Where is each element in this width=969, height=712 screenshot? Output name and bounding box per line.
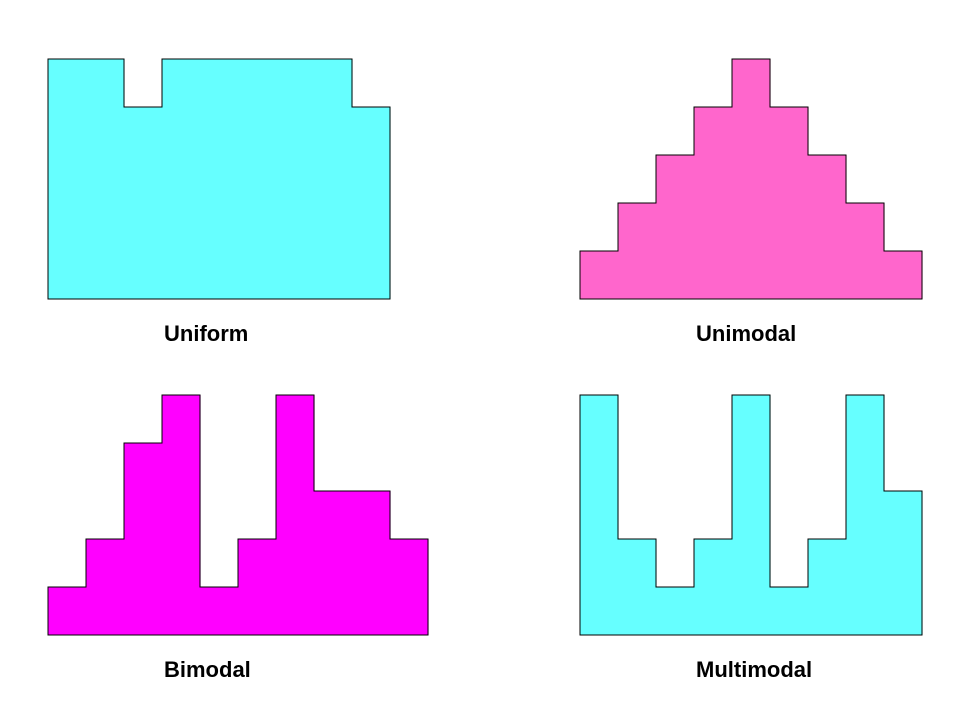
histogram-bar (656, 587, 695, 635)
panel-title-bimodal: Bimodal (164, 657, 251, 682)
histogram-bar (162, 59, 201, 299)
histogram-shape-bimodal (47, 394, 429, 636)
histogram-bar (770, 107, 809, 299)
panel-multimodal: Multimodal (579, 394, 923, 682)
panel-uniform: Uniform (47, 58, 391, 346)
histogram-bar (846, 203, 885, 299)
histogram-bar (618, 539, 657, 635)
histogram-bar (884, 491, 923, 635)
histogram-bar (238, 539, 277, 635)
panel-title-unimodal: Unimodal (696, 321, 796, 346)
histogram-bar (276, 395, 315, 635)
histogram-bar (694, 107, 733, 299)
panel-title-uniform: Uniform (164, 321, 248, 346)
histogram-bar (314, 59, 353, 299)
histogram-bar (808, 155, 847, 299)
histogram-bar (694, 539, 733, 635)
histogram-bar (884, 251, 923, 299)
histogram-bar (352, 491, 391, 635)
histogram-bar (86, 59, 125, 299)
histogram-bar (238, 59, 277, 299)
histogram-shape-multimodal (579, 394, 923, 636)
histogram-bar (808, 539, 847, 635)
histogram-bar (200, 587, 239, 635)
histogram-bar (390, 539, 429, 635)
histogram-shape-uniform (47, 58, 391, 300)
histogram-bar (580, 251, 619, 299)
histogram-bar (352, 107, 391, 299)
histogram-bar (618, 203, 657, 299)
panel-bimodal: Bimodal (47, 394, 429, 682)
histogram-bar (86, 539, 125, 635)
histogram-bar (48, 587, 87, 635)
histogram-bar (732, 395, 771, 635)
histogram-bar (846, 395, 885, 635)
histogram-bar (48, 59, 87, 299)
histogram-bar (162, 395, 201, 635)
histogram-bar (124, 107, 163, 299)
histogram-bar (580, 395, 619, 635)
histogram-shape-unimodal (579, 58, 923, 300)
histogram-bar (770, 587, 809, 635)
histogram-bar (276, 59, 315, 299)
panel-unimodal: Unimodal (579, 58, 923, 346)
histogram-bar (732, 59, 771, 299)
panel-title-multimodal: Multimodal (696, 657, 812, 682)
histogram-bar (314, 491, 353, 635)
histogram-bar (124, 443, 163, 635)
histogram-bar (656, 155, 695, 299)
histogram-bar (200, 59, 239, 299)
